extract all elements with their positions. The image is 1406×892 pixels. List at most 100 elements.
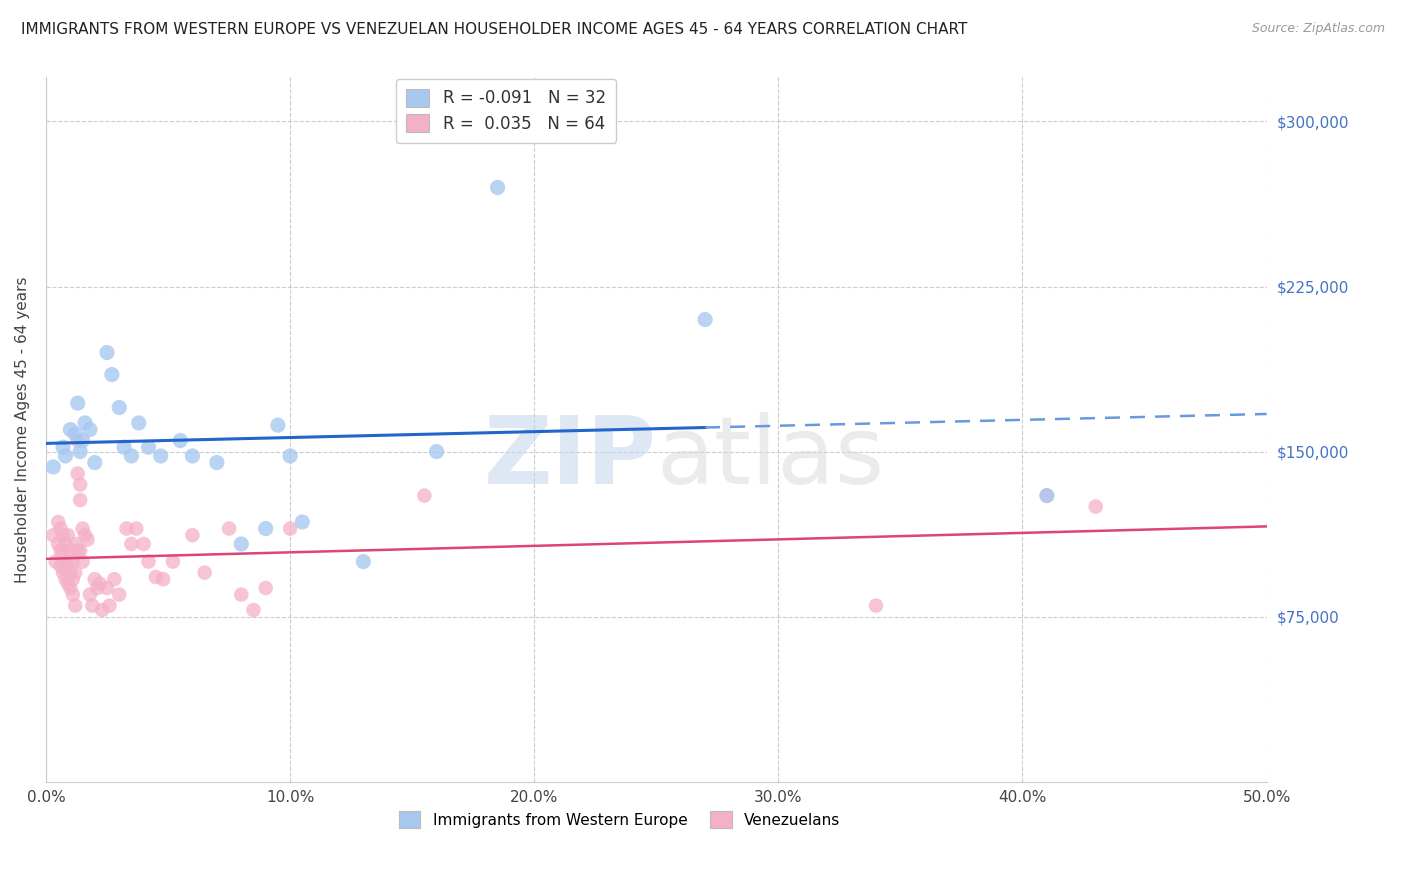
Point bbox=[231, 588, 253, 602]
Point bbox=[46, 537, 69, 551]
Point bbox=[69, 444, 91, 458]
Point bbox=[56, 576, 79, 591]
Point bbox=[42, 459, 65, 474]
Point bbox=[62, 572, 84, 586]
Point bbox=[72, 555, 94, 569]
Point bbox=[55, 559, 77, 574]
Point bbox=[66, 543, 89, 558]
Point bbox=[1036, 489, 1059, 503]
Point bbox=[115, 522, 138, 536]
Point bbox=[49, 559, 72, 574]
Point bbox=[291, 515, 314, 529]
Point bbox=[865, 599, 887, 613]
Point bbox=[65, 599, 87, 613]
Point bbox=[231, 537, 253, 551]
Point bbox=[66, 434, 89, 448]
Point bbox=[76, 533, 98, 547]
Point bbox=[82, 599, 104, 613]
Point bbox=[55, 572, 77, 586]
Point bbox=[73, 416, 96, 430]
Point bbox=[52, 566, 75, 580]
Point bbox=[66, 467, 89, 481]
Point bbox=[73, 528, 96, 542]
Point bbox=[59, 543, 82, 558]
Point bbox=[98, 599, 121, 613]
Point bbox=[278, 449, 301, 463]
Point bbox=[79, 588, 101, 602]
Point bbox=[59, 423, 82, 437]
Point bbox=[49, 522, 72, 536]
Point bbox=[56, 555, 79, 569]
Point bbox=[89, 576, 111, 591]
Point bbox=[56, 528, 79, 542]
Point bbox=[145, 570, 167, 584]
Point bbox=[79, 423, 101, 437]
Point bbox=[138, 555, 160, 569]
Point bbox=[181, 528, 204, 542]
Point bbox=[65, 566, 87, 580]
Point bbox=[486, 180, 509, 194]
Point bbox=[66, 396, 89, 410]
Point bbox=[278, 522, 301, 536]
Point bbox=[83, 456, 105, 470]
Point bbox=[101, 368, 124, 382]
Point bbox=[128, 416, 150, 430]
Text: IMMIGRANTS FROM WESTERN EUROPE VS VENEZUELAN HOUSEHOLDER INCOME AGES 45 - 64 YEA: IMMIGRANTS FROM WESTERN EUROPE VS VENEZU… bbox=[21, 22, 967, 37]
Point bbox=[65, 426, 87, 441]
Point bbox=[254, 522, 277, 536]
Point bbox=[1084, 500, 1107, 514]
Point bbox=[108, 588, 131, 602]
Text: ZIP: ZIP bbox=[484, 412, 657, 504]
Point bbox=[42, 528, 65, 542]
Point bbox=[125, 522, 148, 536]
Point bbox=[152, 572, 174, 586]
Point bbox=[132, 537, 155, 551]
Point bbox=[242, 603, 264, 617]
Point bbox=[352, 555, 374, 569]
Point bbox=[96, 345, 118, 359]
Point bbox=[218, 522, 240, 536]
Point bbox=[96, 581, 118, 595]
Point bbox=[52, 528, 75, 542]
Point bbox=[69, 543, 91, 558]
Point bbox=[149, 449, 172, 463]
Point bbox=[55, 537, 77, 551]
Point bbox=[112, 440, 135, 454]
Point bbox=[169, 434, 191, 448]
Point bbox=[59, 566, 82, 580]
Point bbox=[254, 581, 277, 595]
Point bbox=[46, 515, 69, 529]
Point bbox=[86, 581, 108, 595]
Point bbox=[49, 543, 72, 558]
Text: atlas: atlas bbox=[657, 412, 884, 504]
Point bbox=[138, 440, 160, 454]
Point bbox=[205, 456, 228, 470]
Y-axis label: Householder Income Ages 45 - 64 years: Householder Income Ages 45 - 64 years bbox=[15, 277, 30, 582]
Text: Source: ZipAtlas.com: Source: ZipAtlas.com bbox=[1251, 22, 1385, 36]
Point bbox=[695, 312, 717, 326]
Point bbox=[162, 555, 184, 569]
Point bbox=[72, 522, 94, 536]
Point bbox=[69, 477, 91, 491]
Legend: Immigrants from Western Europe, Venezuelans: Immigrants from Western Europe, Venezuel… bbox=[394, 805, 846, 834]
Point bbox=[181, 449, 204, 463]
Point bbox=[194, 566, 217, 580]
Point bbox=[120, 537, 142, 551]
Point bbox=[91, 603, 114, 617]
Point bbox=[55, 449, 77, 463]
Point bbox=[45, 555, 67, 569]
Point bbox=[52, 543, 75, 558]
Point bbox=[83, 572, 105, 586]
Point bbox=[1036, 489, 1059, 503]
Point bbox=[72, 434, 94, 448]
Point bbox=[69, 493, 91, 508]
Point bbox=[52, 440, 75, 454]
Point bbox=[267, 418, 290, 433]
Point bbox=[108, 401, 131, 415]
Point bbox=[413, 489, 436, 503]
Point bbox=[62, 555, 84, 569]
Point bbox=[426, 444, 449, 458]
Point bbox=[120, 449, 142, 463]
Point bbox=[59, 581, 82, 595]
Point bbox=[65, 537, 87, 551]
